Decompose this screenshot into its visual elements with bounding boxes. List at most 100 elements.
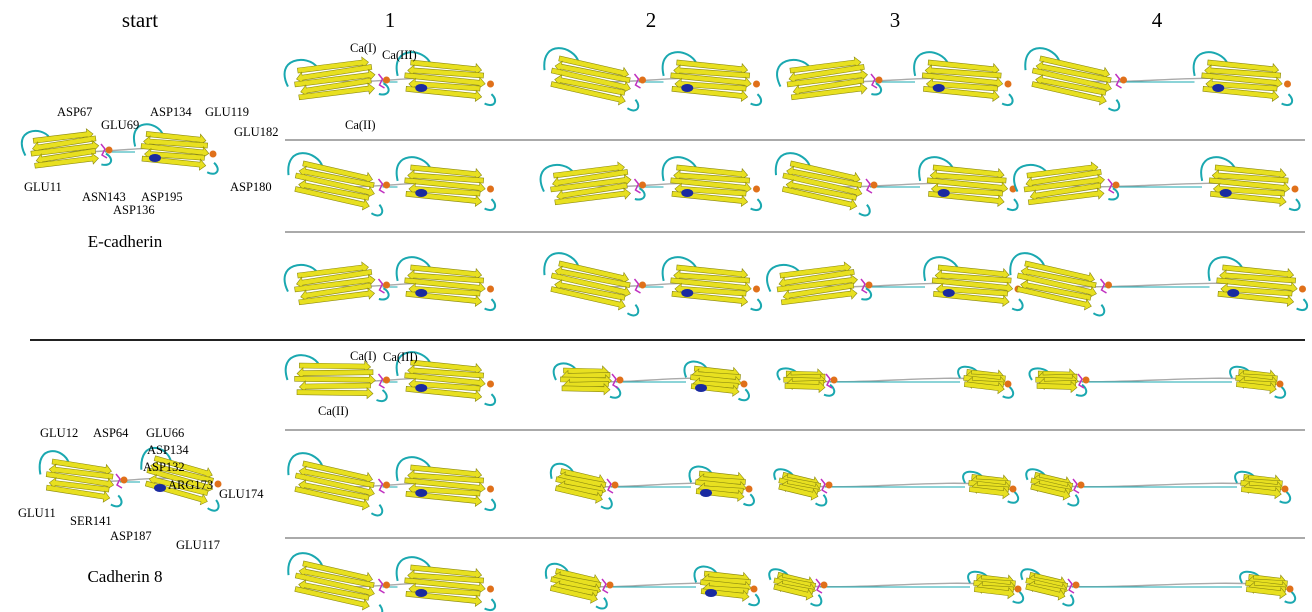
domain (912, 51, 1017, 106)
calcium (1073, 582, 1080, 589)
calcium (639, 182, 646, 189)
domain (538, 45, 646, 111)
calcium (612, 482, 619, 489)
domain (660, 256, 765, 311)
calcium (1284, 81, 1291, 88)
residue-label: ASP195 (141, 190, 183, 204)
calcium (1005, 81, 1012, 88)
domain (282, 150, 390, 216)
column-header: 2 (646, 8, 657, 32)
helix (681, 289, 693, 297)
calcium (821, 582, 828, 589)
domain (765, 253, 871, 313)
helix (415, 489, 427, 497)
domain (282, 550, 390, 612)
calcium (210, 151, 217, 158)
residue-label: ASP180 (230, 180, 272, 194)
calcium (1015, 586, 1022, 593)
domain (1017, 568, 1078, 607)
calcium (1287, 586, 1294, 593)
domain (1191, 51, 1296, 106)
domain (541, 562, 613, 609)
figure: start 1 2 3 4 ASP67 GLU69 ASP134 GLU119 … (0, 0, 1312, 612)
calcium (487, 381, 494, 388)
domain (538, 250, 646, 316)
helix (933, 84, 945, 92)
calcium (746, 486, 753, 493)
calcium (487, 186, 494, 193)
domain (770, 150, 878, 216)
helix (943, 289, 955, 297)
calcium (753, 186, 760, 193)
domain (682, 361, 751, 401)
calcium (607, 582, 614, 589)
helix (938, 189, 950, 197)
domain (539, 153, 645, 213)
calcium (1105, 282, 1112, 289)
calcium-label: Ca(III) (382, 48, 417, 62)
residue-label: GLU119 (205, 105, 249, 119)
calcium (1083, 377, 1090, 384)
column-header: 4 (1152, 8, 1163, 32)
domain (1012, 153, 1118, 213)
calcium (1120, 77, 1127, 84)
calcium (383, 182, 390, 189)
domain (1206, 256, 1311, 311)
helix (415, 189, 427, 197)
residue-label: GLU12 (40, 426, 78, 440)
calcium (639, 77, 646, 84)
domain (660, 156, 765, 211)
helix (154, 484, 166, 492)
residue-label: ARG173 (168, 478, 213, 492)
calcium (753, 286, 760, 293)
helix (415, 289, 427, 297)
loop (282, 550, 390, 612)
calcium (1005, 381, 1012, 388)
calcium-label: Ca(II) (345, 118, 376, 132)
domain (660, 51, 765, 106)
domain (394, 456, 499, 511)
calcium (487, 81, 494, 88)
calcium (487, 586, 494, 593)
residue-label: ASP134 (150, 105, 192, 119)
domain (692, 566, 761, 606)
calcium (741, 381, 748, 388)
domain (20, 121, 112, 176)
calcium (383, 482, 390, 489)
helix (1220, 189, 1232, 197)
calcium (871, 182, 878, 189)
protein-name: E-cadherin (88, 232, 163, 251)
calcium (1010, 486, 1017, 493)
helix (415, 384, 427, 392)
helix (1227, 289, 1239, 297)
residue-label: ASP64 (93, 426, 129, 440)
residue-label: ASP132 (143, 460, 185, 474)
calcium (383, 77, 390, 84)
helix (1212, 84, 1224, 92)
residue-label: SER141 (70, 514, 112, 528)
calcium (639, 282, 646, 289)
domain (394, 556, 499, 611)
helix (149, 154, 161, 162)
residue-label: GLU69 (101, 118, 139, 132)
calcium (487, 286, 494, 293)
helix (705, 589, 717, 597)
residue-label: ASP67 (57, 105, 92, 119)
protein-name: Cadherin 8 (87, 567, 162, 586)
domain (775, 48, 881, 108)
column-header: 3 (890, 8, 901, 32)
residue-label: ASN143 (82, 190, 126, 204)
calcium (751, 586, 758, 593)
calcium-label: Ca(II) (318, 404, 349, 418)
residue-label: ASP187 (110, 529, 152, 543)
residue-label: GLU117 (176, 538, 220, 552)
residue-label: GLU66 (146, 426, 184, 440)
domain (1199, 156, 1304, 211)
calcium (753, 81, 760, 88)
residue-label: GLU11 (24, 180, 62, 194)
domain (687, 466, 756, 506)
residue-label: GLU11 (18, 506, 56, 520)
helix (681, 84, 693, 92)
calcium (1078, 482, 1085, 489)
helix (415, 84, 427, 92)
